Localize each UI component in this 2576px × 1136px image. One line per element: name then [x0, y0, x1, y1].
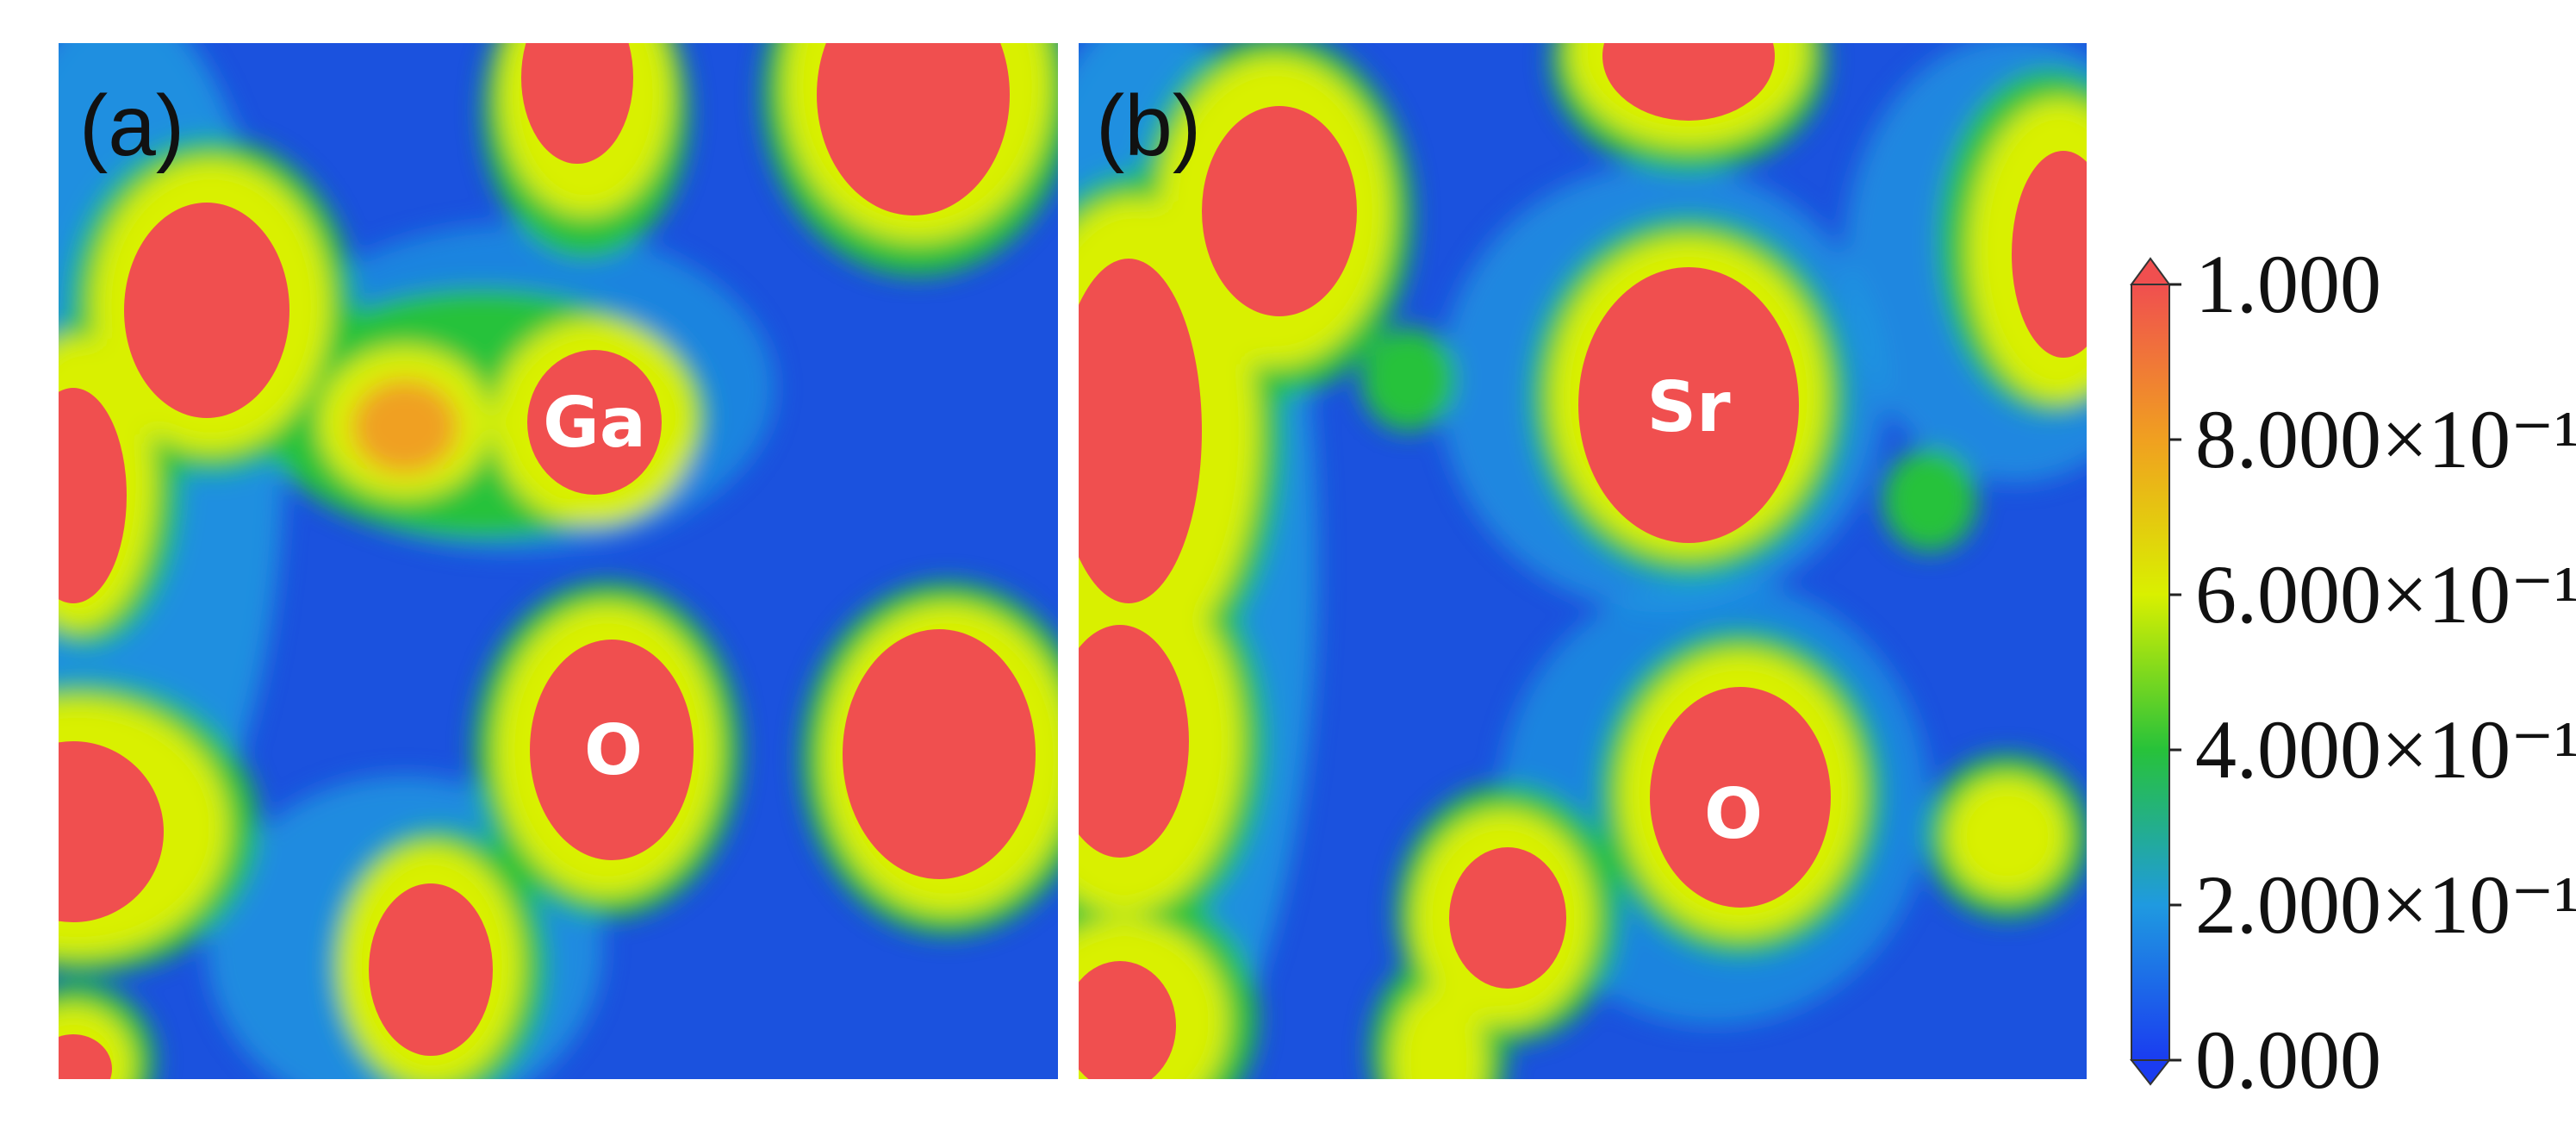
- atom-label-o: O: [1704, 774, 1763, 854]
- atom-core: [369, 883, 493, 1056]
- colorbar-ticks: 1.000 8.000×10⁻¹ 6.000×10⁻¹ 4.000×10⁻¹ 2.000…: [2169, 238, 2576, 1106]
- atom-core: [59, 388, 127, 603]
- atom-core: [59, 741, 164, 922]
- halo: [352, 379, 458, 474]
- panel-label: (a): [79, 78, 184, 174]
- panel-a: (a) Ga O: [59, 43, 1058, 1079]
- halo: [1361, 328, 1456, 431]
- atom-core: [1650, 687, 1831, 908]
- atom-label-sr: Sr: [1646, 367, 1731, 447]
- colorbar-tick-label: 0.000: [2195, 1014, 2381, 1106]
- panel-b: (b) Sr O: [1079, 43, 2087, 1079]
- atom-core: [59, 1034, 112, 1079]
- atom-core: [1079, 961, 1176, 1079]
- colorbar: 1.000 8.000×10⁻¹ 6.000×10⁻¹ 4.000×10⁻¹ 2.000…: [2129, 238, 2576, 1106]
- atom-label-ga: Ga: [543, 383, 646, 463]
- atom-core: [1079, 625, 1189, 858]
- atom-core: [1449, 847, 1566, 989]
- atom-core: [530, 640, 694, 860]
- colorbar-tick-label: 6.000×10⁻¹: [2195, 548, 2576, 640]
- colorbar-tick-label: 2.000×10⁻¹: [2195, 858, 2576, 951]
- atom-label-o: O: [584, 710, 643, 790]
- atom-core: [843, 629, 1036, 879]
- colorbar-top-extend: [2130, 257, 2171, 285]
- halo: [1947, 776, 2068, 896]
- atom-core: [521, 43, 633, 164]
- colorbar-tick-label: 4.000×10⁻¹: [2195, 703, 2576, 796]
- atom-core: [817, 43, 1010, 215]
- atom-core: [1578, 267, 1799, 543]
- atom-core: [1079, 259, 1202, 603]
- colorbar-bottom-extend: [2129, 1059, 2172, 1086]
- atom-core: [1202, 106, 1357, 316]
- halo: [1882, 448, 1977, 552]
- panel-label: (b): [1096, 78, 1201, 174]
- atom-core: [2012, 151, 2087, 358]
- colorbar-tick-label: 1.000: [2195, 238, 2381, 330]
- atom-core: [124, 203, 289, 418]
- halo: [1391, 987, 1486, 1079]
- atom-core: [527, 350, 662, 495]
- atom-core: [1602, 43, 1775, 121]
- colorbar-tick-label: 8.000×10⁻¹: [2195, 393, 2576, 485]
- colorbar-bar: [2131, 284, 2170, 1061]
